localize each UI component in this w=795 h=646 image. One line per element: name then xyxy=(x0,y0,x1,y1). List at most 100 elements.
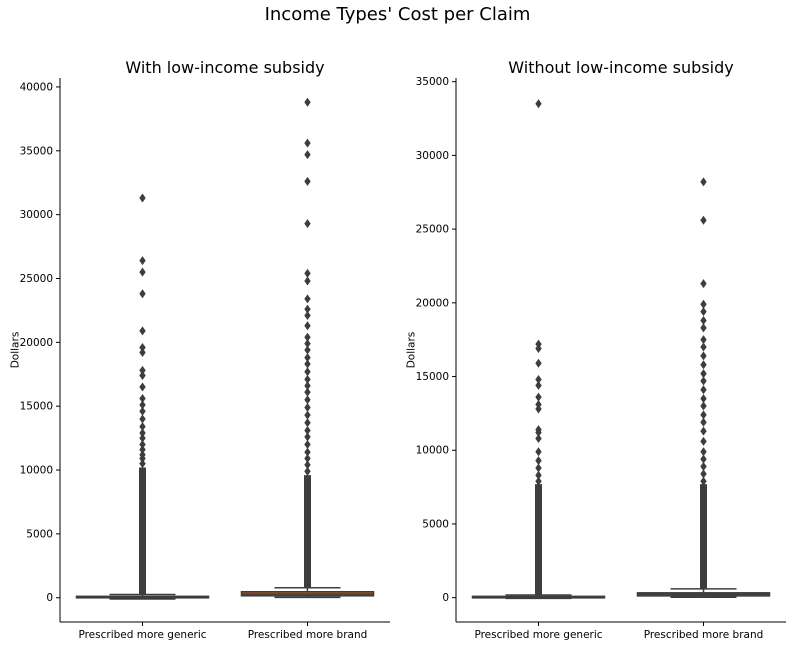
outlier-point xyxy=(700,454,707,464)
outlier-point xyxy=(304,359,311,369)
outlier-point xyxy=(304,466,311,476)
outlier-point xyxy=(304,395,311,405)
outlier-point xyxy=(139,267,146,277)
outlier-point xyxy=(304,276,311,286)
x-tick-label: Prescribed more generic xyxy=(78,629,206,641)
y-tick-label: 15000 xyxy=(20,401,53,413)
outlier-point xyxy=(139,422,146,432)
outlier-point xyxy=(139,400,146,410)
outlier-point xyxy=(535,339,542,349)
outlier-point xyxy=(304,339,311,349)
outlier-point xyxy=(304,410,311,420)
outlier-point xyxy=(304,454,311,464)
outlier-point xyxy=(700,401,707,411)
outlier-point xyxy=(700,316,707,326)
outlier-point xyxy=(139,445,146,455)
y-tick-label: 30000 xyxy=(416,150,449,162)
outlier-point xyxy=(700,410,707,420)
y-tick-label: 35000 xyxy=(416,76,449,88)
y-tick-label: 10000 xyxy=(416,445,449,457)
outlier-point xyxy=(700,447,707,457)
outlier-point xyxy=(139,394,146,404)
outlier-cluster xyxy=(139,467,146,595)
x-tick-label: Prescribed more brand xyxy=(644,629,764,641)
outlier-point xyxy=(535,456,542,466)
outlier-point xyxy=(304,304,311,314)
outlier-point xyxy=(700,385,707,395)
outlier-point xyxy=(304,345,311,355)
y-tick-label: 15000 xyxy=(416,371,449,383)
outlier-point xyxy=(700,469,707,479)
outlier-point xyxy=(700,307,707,317)
outlier-point xyxy=(535,425,542,435)
outlier-point xyxy=(304,353,311,363)
outlier-point xyxy=(304,381,311,391)
outlier-point xyxy=(700,177,707,187)
y-tick-label: 0 xyxy=(442,592,449,604)
outlier-point xyxy=(304,418,311,428)
outlier-point xyxy=(304,332,311,342)
y-tick-label: 25000 xyxy=(20,273,53,285)
y-tick-label: 40000 xyxy=(20,81,53,93)
outlier-point xyxy=(700,335,707,345)
y-axis-label: Dollars xyxy=(406,332,418,369)
outlier-point xyxy=(304,268,311,278)
outlier-cluster xyxy=(304,475,311,588)
outlier-point xyxy=(700,436,707,446)
box-1 xyxy=(471,99,606,600)
y-tick-label: 5000 xyxy=(422,518,449,530)
subplot-1: 0 5000 10000 15000 20000 25000 30000 35000 40000… xyxy=(10,58,390,641)
y-tick-label: 30000 xyxy=(20,209,53,221)
outlier-point xyxy=(535,374,542,384)
outlier-point xyxy=(139,428,146,438)
outlier-point xyxy=(304,311,311,321)
outlier-point xyxy=(700,351,707,361)
y-tick-label: 10000 xyxy=(20,465,53,477)
outlier-point xyxy=(139,342,146,352)
outlier-point xyxy=(304,374,311,384)
outlier-point xyxy=(304,387,311,397)
x-tick-label: Prescribed more generic xyxy=(474,629,602,641)
outlier-point xyxy=(304,367,311,377)
outlier-point xyxy=(535,99,542,109)
outlier-point xyxy=(139,348,146,358)
outlier-point xyxy=(304,402,311,412)
box-1 xyxy=(75,193,210,600)
y-axis-label: Dollars xyxy=(10,332,22,369)
box-2 xyxy=(636,177,771,598)
y-tick-label: 35000 xyxy=(20,145,53,157)
outlier-point xyxy=(139,289,146,299)
outlier-point xyxy=(700,394,707,404)
outlier-point xyxy=(700,476,707,486)
outlier-point xyxy=(535,476,542,486)
outlier-point xyxy=(304,439,311,449)
outlier-point xyxy=(700,461,707,471)
outlier-point xyxy=(304,447,311,457)
outlier-point xyxy=(304,460,311,470)
outlier-point xyxy=(700,426,707,436)
outlier-point xyxy=(304,321,311,331)
outlier-point xyxy=(535,433,542,443)
outlier-point xyxy=(139,459,146,469)
outlier-point xyxy=(700,279,707,289)
y-tick-label: 0 xyxy=(46,592,53,604)
figure-title: Income Types' Cost per Claim xyxy=(264,4,531,25)
outlier-point xyxy=(139,439,146,449)
outlier-point xyxy=(304,176,311,186)
subplot-2: 0 5000 10000 15000 20000 25000 30000 35000 Presc… xyxy=(406,58,786,641)
subplot-title: Without low-income subsidy xyxy=(508,58,733,77)
box-2 xyxy=(240,97,375,599)
outlier-point xyxy=(304,138,311,148)
outlier-point xyxy=(535,470,542,480)
outlier-point xyxy=(304,294,311,304)
y-tick-label: 25000 xyxy=(416,224,449,236)
outlier-point xyxy=(139,365,146,375)
outlier-point xyxy=(700,215,707,225)
outlier-point xyxy=(535,392,542,402)
outlier-point xyxy=(139,433,146,443)
outlier-point xyxy=(700,376,707,386)
outlier-point xyxy=(535,358,542,368)
outlier-point xyxy=(139,406,146,416)
outlier-point xyxy=(304,150,311,160)
